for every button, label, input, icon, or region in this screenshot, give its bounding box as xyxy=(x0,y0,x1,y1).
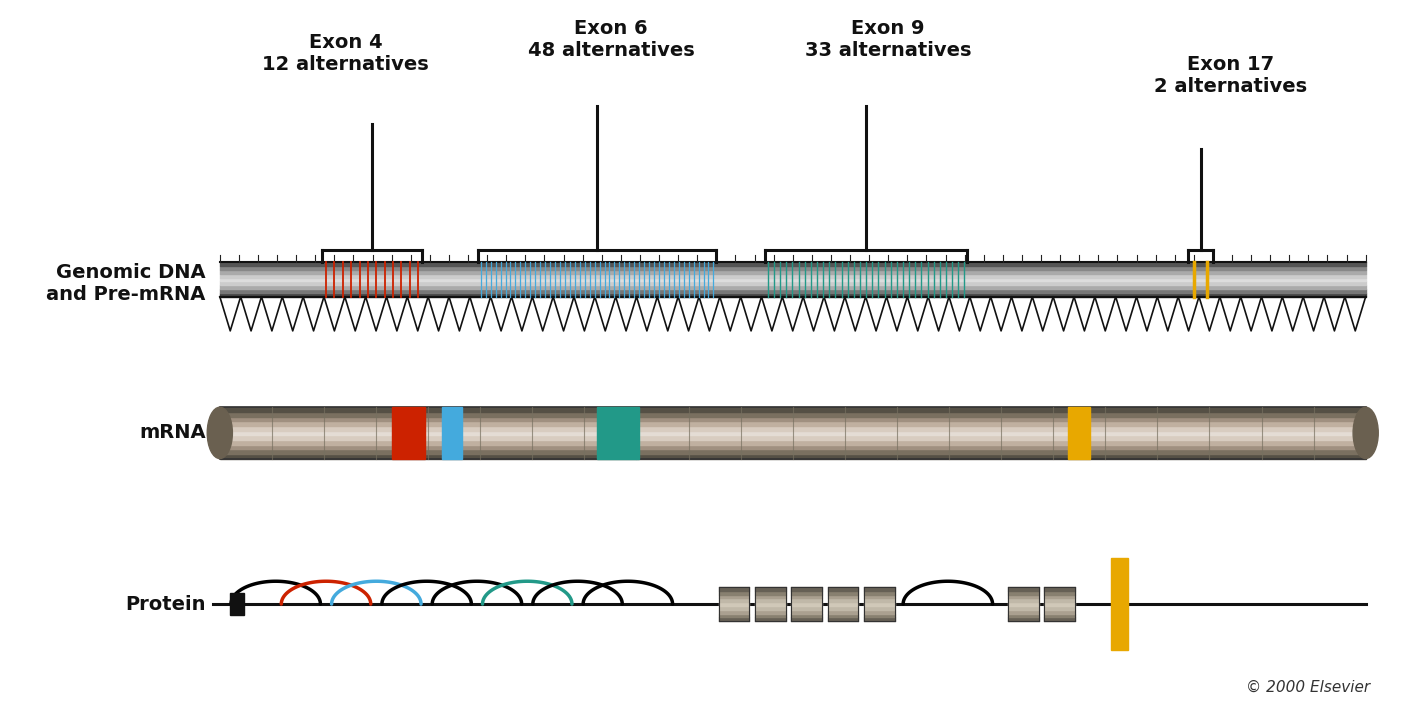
Ellipse shape xyxy=(207,407,233,458)
Bar xyxy=(791,617,822,621)
Bar xyxy=(864,610,894,614)
Bar xyxy=(230,594,244,615)
Bar xyxy=(220,278,1366,281)
Bar xyxy=(220,281,1366,285)
Ellipse shape xyxy=(1353,407,1378,458)
Bar xyxy=(1008,594,1039,599)
Bar xyxy=(1008,617,1039,621)
Bar xyxy=(220,270,1366,274)
Bar xyxy=(791,606,822,610)
Bar xyxy=(756,606,785,610)
Text: Exon 9
33 alternatives: Exon 9 33 alternatives xyxy=(805,19,972,60)
Bar xyxy=(864,617,894,621)
Bar xyxy=(791,602,822,606)
Bar xyxy=(756,614,785,617)
Bar xyxy=(220,430,1366,435)
Bar xyxy=(1044,617,1075,621)
Bar xyxy=(220,412,1366,417)
Text: mRNA: mRNA xyxy=(139,423,206,442)
Text: Exon 6
48 alternatives: Exon 6 48 alternatives xyxy=(527,19,694,60)
Bar xyxy=(1044,599,1075,602)
Bar xyxy=(827,591,858,594)
Bar xyxy=(220,263,1366,266)
Bar xyxy=(597,407,639,458)
Bar xyxy=(220,426,1366,430)
Bar xyxy=(791,591,822,594)
Bar xyxy=(864,594,894,599)
Bar xyxy=(827,599,858,602)
Bar xyxy=(1044,591,1075,594)
Bar xyxy=(791,610,822,614)
Bar xyxy=(864,602,894,606)
Bar xyxy=(827,617,858,621)
Bar xyxy=(220,266,1366,270)
Bar xyxy=(1044,587,1075,591)
Bar xyxy=(864,591,894,594)
Bar xyxy=(220,417,1366,421)
Bar xyxy=(719,606,750,610)
Bar xyxy=(756,594,785,599)
Bar xyxy=(864,587,894,591)
Bar xyxy=(756,591,785,594)
Bar xyxy=(719,591,750,594)
Bar xyxy=(791,599,822,602)
Bar xyxy=(719,594,750,599)
Text: Exon 4
12 alternatives: Exon 4 12 alternatives xyxy=(262,34,429,74)
Bar xyxy=(1008,587,1039,591)
Bar xyxy=(756,617,785,621)
Bar xyxy=(442,407,461,458)
Bar xyxy=(220,289,1366,293)
Bar xyxy=(220,285,1366,289)
Bar xyxy=(864,614,894,617)
Text: Exon 17
2 alternatives: Exon 17 2 alternatives xyxy=(1154,55,1307,96)
Bar xyxy=(719,599,750,602)
Bar xyxy=(1044,602,1075,606)
Bar xyxy=(756,610,785,614)
Bar xyxy=(864,606,894,610)
Bar xyxy=(719,602,750,606)
Text: Protein: Protein xyxy=(125,594,206,614)
Bar xyxy=(756,599,785,602)
Bar xyxy=(827,610,858,614)
Bar xyxy=(220,274,1366,278)
Bar xyxy=(1008,610,1039,614)
Bar xyxy=(220,440,1366,445)
Bar xyxy=(827,587,858,591)
Bar xyxy=(719,617,750,621)
Bar xyxy=(827,606,858,610)
Bar xyxy=(1008,591,1039,594)
Bar xyxy=(1008,606,1039,610)
Bar xyxy=(864,599,894,602)
Bar xyxy=(1112,558,1129,650)
Bar xyxy=(1068,407,1091,458)
Bar xyxy=(1044,610,1075,614)
Bar xyxy=(791,587,822,591)
Bar xyxy=(220,435,1366,440)
Bar xyxy=(220,449,1366,454)
Text: Genomic DNA
and Pre-mRNA: Genomic DNA and Pre-mRNA xyxy=(46,263,206,304)
Bar xyxy=(719,587,750,591)
Bar xyxy=(827,602,858,606)
Bar xyxy=(220,445,1366,449)
Bar xyxy=(719,610,750,614)
Bar xyxy=(220,293,1366,296)
Bar xyxy=(220,454,1366,458)
Bar xyxy=(791,594,822,599)
Bar xyxy=(1044,614,1075,617)
Bar xyxy=(1008,599,1039,602)
Bar xyxy=(756,587,785,591)
Bar xyxy=(220,421,1366,426)
Bar xyxy=(1044,594,1075,599)
Bar xyxy=(1044,606,1075,610)
Bar xyxy=(1008,602,1039,606)
Bar xyxy=(756,602,785,606)
Bar xyxy=(220,407,1366,412)
Text: © 2000 Elsevier: © 2000 Elsevier xyxy=(1246,679,1370,695)
Bar xyxy=(391,407,425,458)
Bar xyxy=(1008,614,1039,617)
Bar xyxy=(827,594,858,599)
Bar xyxy=(791,614,822,617)
Bar xyxy=(719,614,750,617)
Bar xyxy=(827,614,858,617)
